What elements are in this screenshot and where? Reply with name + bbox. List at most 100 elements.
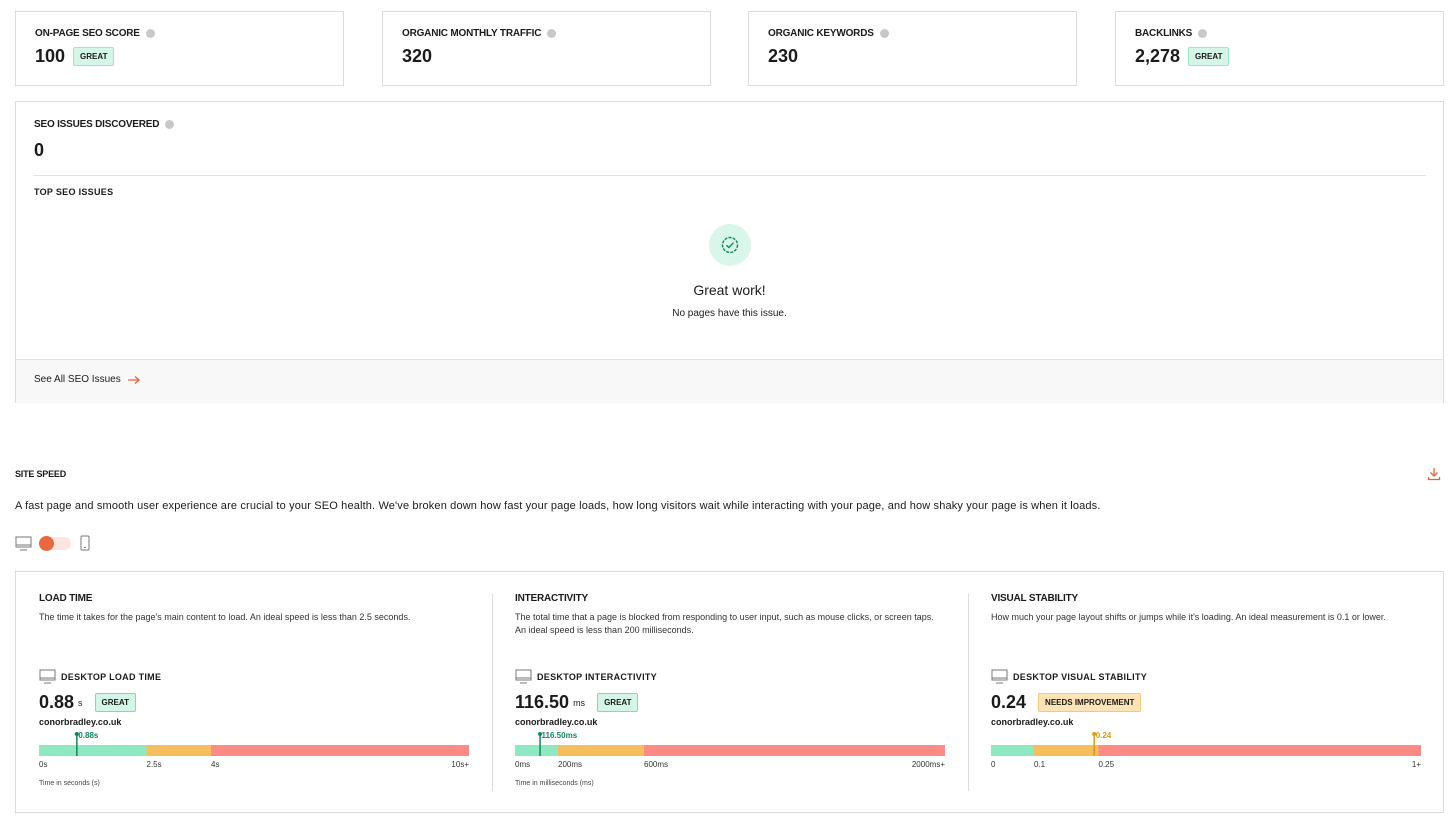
icon bbox=[515, 669, 532, 684]
icon bbox=[15, 536, 32, 551]
site-name: conorbradley.co.uk bbox=[515, 717, 598, 727]
icon bbox=[127, 375, 140, 384]
metric-value: 0.24 NEEDS IMPROVEMENT bbox=[991, 692, 1142, 713]
metric-value-text: 100 bbox=[35, 46, 66, 66]
metric-value: 0.88 s GREAT bbox=[39, 692, 136, 713]
metric-value-text: 230 bbox=[768, 46, 799, 66]
site-name: conorbradley.co.uk bbox=[39, 717, 122, 727]
gauge-marker-dot bbox=[1092, 732, 1097, 736]
gauge-segment bbox=[146, 745, 211, 756]
empty-title: Great work! bbox=[693, 282, 766, 298]
gauge-segment bbox=[1034, 745, 1099, 756]
gauge-axis-label: Time in seconds (s) bbox=[39, 780, 100, 787]
metric-value: 116.50 ms GREAT bbox=[515, 692, 639, 713]
badge: GREAT bbox=[73, 47, 115, 66]
speed-card: LOAD TIME The time it takes for the page'… bbox=[39, 572, 471, 812]
metric-unit: ms bbox=[573, 697, 586, 708]
metric-label-text: ORGANIC MONTHLY TRAFFIC bbox=[402, 28, 542, 39]
gauge-tick-label: 4s bbox=[211, 760, 219, 769]
issues-value: 0 bbox=[34, 140, 45, 160]
metric-value-text: 320 bbox=[402, 46, 433, 66]
gauge-tick-label: 0ms bbox=[515, 760, 530, 769]
metric-value-text: 0.24 bbox=[991, 692, 1027, 712]
card-title: VISUAL STABILITY bbox=[991, 593, 1078, 604]
metric-value: 2,278 GREAT bbox=[1135, 46, 1230, 67]
icon bbox=[991, 669, 1008, 684]
gauge-marker-dot bbox=[74, 732, 79, 736]
empty-text: No pages have this issue. bbox=[672, 308, 787, 319]
gauge-tick-label: 2000ms+ bbox=[912, 760, 945, 769]
metric-card: BACKLINKS 2,278 GREAT bbox=[1115, 11, 1444, 86]
metric-card: ORGANIC MONTHLY TRAFFIC 320 bbox=[382, 11, 711, 86]
help-icon bbox=[1198, 29, 1208, 38]
gauge: 0 0.1 0.25 1+ 0.24 bbox=[991, 731, 1421, 769]
issues-label-text: SEO ISSUES DISCOVERED bbox=[34, 119, 160, 130]
gauge-value-label: 0.88s bbox=[78, 731, 99, 740]
metric-card: ON-PAGE SEO SCORE 100 GREAT bbox=[15, 11, 344, 86]
column-divider bbox=[968, 594, 969, 791]
gauge-tick-label: 10s+ bbox=[451, 760, 469, 769]
gauge: 0ms 200ms 600ms 2000ms+ 116.50ms bbox=[515, 731, 945, 769]
gauge-segment bbox=[39, 745, 147, 756]
card-description: How much your page layout shifts or jump… bbox=[991, 612, 1386, 622]
gauge-segment bbox=[1098, 745, 1421, 756]
gauge-segment bbox=[991, 745, 1034, 756]
gauge-marker-dot bbox=[538, 732, 543, 736]
gauge-axis-label: Time in milliseconds (ms) bbox=[515, 780, 594, 787]
help-icon bbox=[145, 29, 155, 38]
gauge: 0s 2.5s 4s 10s+ 0.88s bbox=[39, 731, 469, 769]
gauge-value-label: 0.24 bbox=[1096, 731, 1112, 740]
card-title: LOAD TIME bbox=[39, 593, 93, 604]
metric-value: 100 GREAT bbox=[35, 46, 115, 67]
metric-label-text: ON-PAGE SEO SCORE bbox=[35, 28, 140, 39]
card-description: The time it takes for the page's main co… bbox=[39, 612, 411, 622]
metric-value-text: 2,278 bbox=[1135, 46, 1181, 66]
metric-value-text: 0.88 bbox=[39, 692, 75, 712]
badge: GREAT bbox=[597, 693, 639, 712]
icon bbox=[80, 535, 90, 551]
speed-card: INTERACTIVITY The total time that a page … bbox=[515, 572, 947, 812]
issues-panel: SEO ISSUES DISCOVERED 0 TOP SEO ISSUES Grea… bbox=[15, 101, 1444, 403]
badge: GREAT bbox=[94, 693, 136, 712]
badge: NEEDS IMPROVEMENT bbox=[1038, 693, 1142, 712]
icon bbox=[39, 669, 56, 684]
success-icon bbox=[709, 224, 751, 266]
divider bbox=[34, 175, 1426, 176]
metric-value-text: 116.50 bbox=[515, 692, 570, 712]
metric-label-text: ORGANIC KEYWORDS bbox=[768, 28, 874, 39]
column-divider bbox=[492, 594, 493, 791]
gauge-tick-label: 600ms bbox=[644, 760, 668, 769]
download-button[interactable] bbox=[1427, 467, 1441, 486]
metric-title: DESKTOP INTERACTIVITY bbox=[537, 672, 657, 682]
gauge-tick-label: 200ms bbox=[558, 760, 582, 769]
card-description: The total time that a page is blocked fr… bbox=[515, 612, 934, 635]
metric-title: DESKTOP LOAD TIME bbox=[61, 672, 162, 682]
section-description: A fast page and smooth user experience a… bbox=[15, 500, 1101, 512]
issues-footer: See All SEO Issues bbox=[16, 359, 1443, 403]
metric-label-text: BACKLINKS bbox=[1135, 28, 1193, 39]
metric-label: BACKLINKS bbox=[1135, 28, 1208, 39]
gauge-tick-label: 0.1 bbox=[1034, 760, 1046, 769]
metric-unit: s bbox=[78, 697, 83, 708]
metric-label: ORGANIC KEYWORDS bbox=[768, 28, 889, 39]
badge: GREAT bbox=[1188, 47, 1230, 66]
device-toggle[interactable] bbox=[15, 535, 95, 553]
icon bbox=[1427, 468, 1441, 481]
metric-label: ON-PAGE SEO SCORE bbox=[35, 28, 155, 39]
help-icon bbox=[165, 120, 175, 129]
metric-card: ORGANIC KEYWORDS 230 bbox=[748, 11, 1077, 86]
gauge-segment bbox=[515, 745, 558, 756]
gauge-segment bbox=[558, 745, 644, 756]
gauge-tick-label: 0.25 bbox=[1099, 760, 1115, 769]
site-name: conorbradley.co.uk bbox=[991, 717, 1074, 727]
gauge-value-label: 116.50ms bbox=[542, 731, 578, 740]
metric-value: 230 bbox=[768, 46, 798, 67]
see-all-link[interactable]: See All SEO Issues bbox=[34, 374, 141, 385]
issues-label: SEO ISSUES DISCOVERED bbox=[34, 119, 175, 130]
speed-panel: LOAD TIME The time it takes for the page'… bbox=[15, 571, 1444, 813]
gauge-segment bbox=[644, 745, 945, 756]
speed-card: VISUAL STABILITY How much your page layou… bbox=[991, 572, 1423, 812]
gauge-tick-label: 0s bbox=[39, 760, 47, 769]
gauge-tick-label: 0 bbox=[991, 760, 996, 769]
